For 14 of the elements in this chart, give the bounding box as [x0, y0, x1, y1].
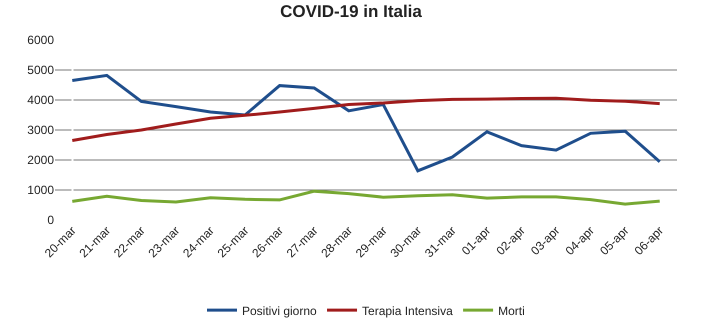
y-tick-label: 6000: [27, 33, 54, 48]
line-series: [70, 190, 662, 206]
legend-label: Positivi giorno: [242, 304, 318, 318]
y-tick-label: 1000: [27, 183, 54, 198]
y-tick-label: 5000: [27, 63, 54, 78]
legend-label: Terapia Intensiva: [362, 304, 454, 318]
y-tick-label: 4000: [27, 93, 54, 108]
y-tick-label: 0: [47, 213, 54, 228]
chart-title: COVID-19 in Italia: [280, 2, 422, 21]
line-series: [70, 96, 662, 142]
line-series: [70, 74, 662, 172]
y-tick-label: 3000: [27, 123, 54, 138]
legend-label: Morti: [498, 304, 525, 318]
y-tick-label: 2000: [27, 153, 54, 168]
